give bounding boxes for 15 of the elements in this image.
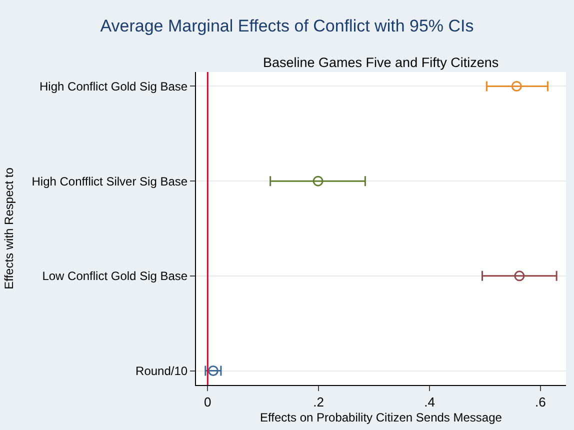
x-tick-label: 0 [204, 394, 212, 410]
x-axis-title: Effects on Probability Citizen Sends Message [260, 410, 502, 424]
y-axis-title: Effects with Respect to [2, 167, 16, 290]
point [511, 80, 522, 92]
point [514, 270, 525, 282]
point [312, 176, 324, 186]
chart-title: Average Marginal Effects of Conflict with 95% CIs [100, 16, 474, 36]
chart-subtitle: Baseline Games Five and Fifty Citizens [263, 55, 499, 70]
x-tick-label: .2 [313, 394, 324, 410]
y-tick-label: Round/10 [136, 364, 188, 378]
x-tick-label: .6 [535, 394, 546, 410]
y-tick-label: High Conflict Gold Sig Base [40, 79, 188, 94]
x-tick-label: .4 [424, 394, 435, 410]
y-tick-label: Low Conflict Gold Sig Base [42, 269, 188, 284]
y-tick-label: High Confflict Silver Sig Base [32, 174, 188, 188]
